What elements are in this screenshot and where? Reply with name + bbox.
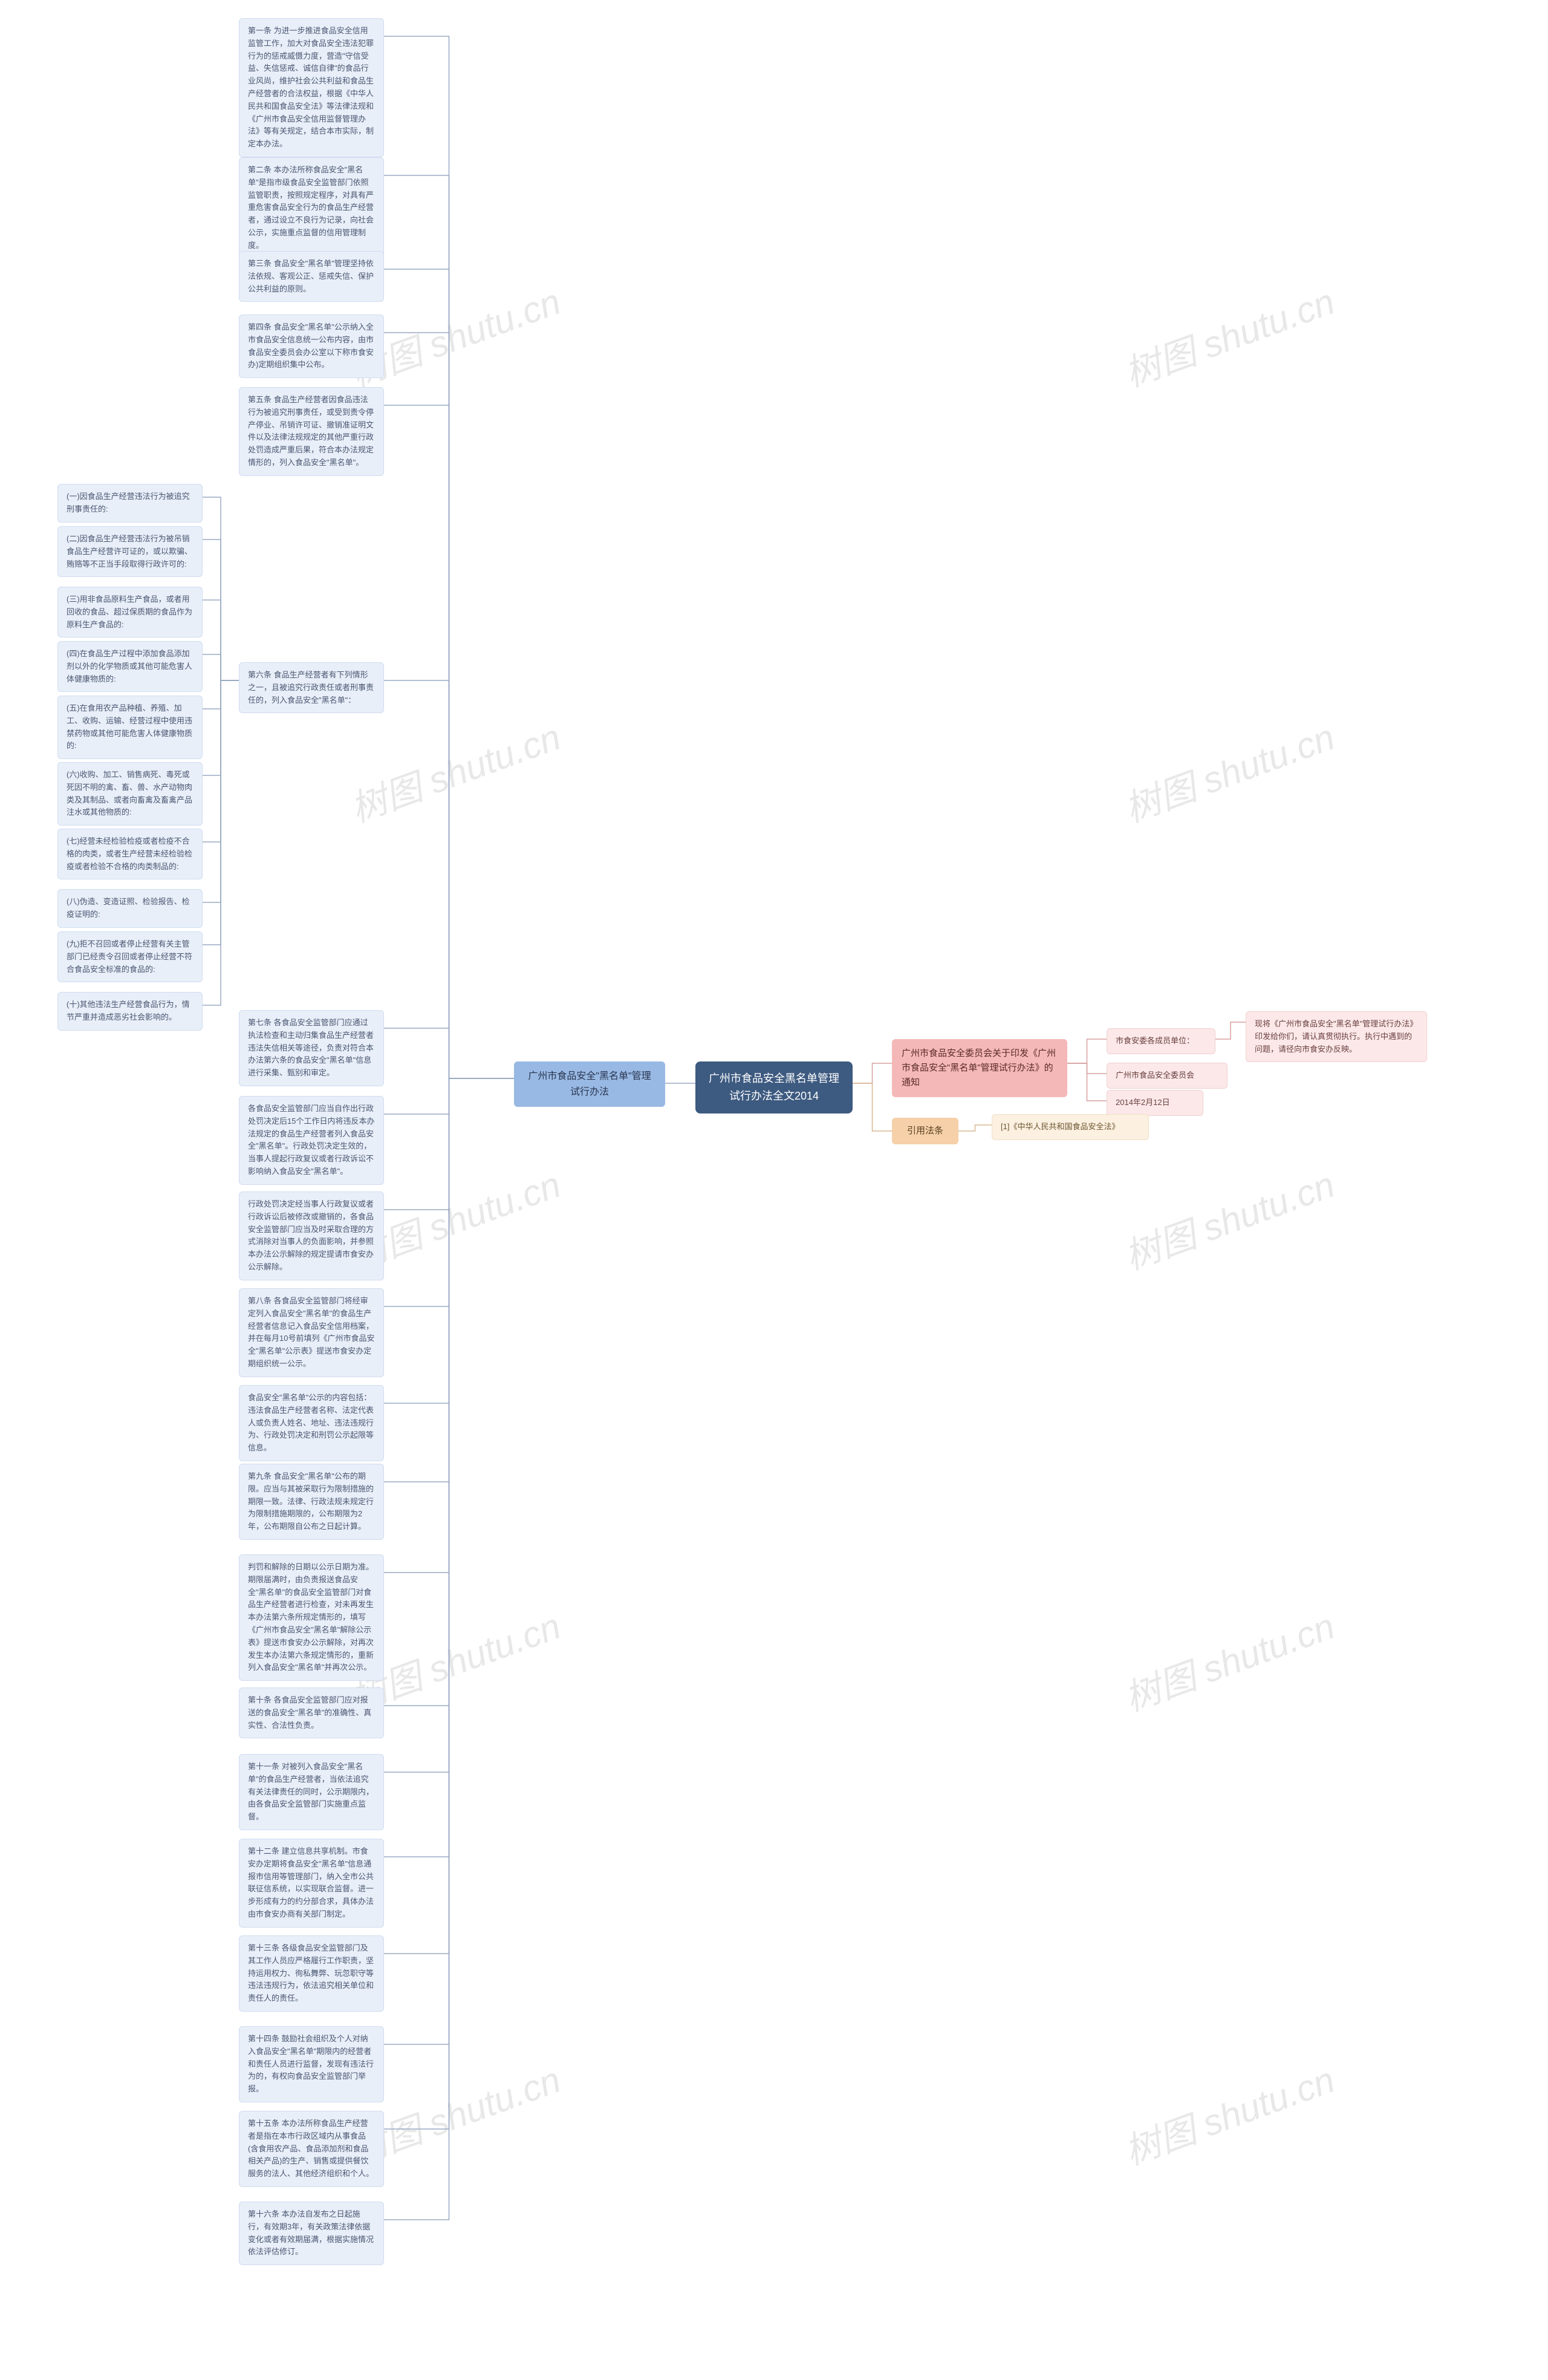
right-branch-reference: 引用法条 [892,1118,958,1144]
article-subitem-leaf: (三)用非食品原料生产食品，或者用回收的食品、超过保质期的食品作为原料生产食品的… [57,587,203,637]
article-subitem-leaf: (五)在食用农产品种植、养殖、加工、收购、运输、经营过程中使用违禁药物或其他可能… [57,696,203,759]
article-leaf: 行政处罚决定经当事人行政复议或者行政诉讼后被修改或撤销的，各食品安全监管部门应当… [239,1192,384,1280]
article-subitem-leaf: (六)收购、加工、销售病死、毒死或死因不明的禽、畜、兽、水产动物肉类及其制品、或… [57,762,203,826]
left-branch-title: 广州市食品安全"黑名单"管理试行办法 [514,1061,665,1107]
article-leaf: 第五条 食品生产经营者因食品违法行为被追究刑事责任，或受到责令停产停业、吊销许可… [239,387,384,476]
right-branch-notice: 广州市食品安全委员会关于印发《广州市食品安全"黑名单"管理试行办法》的通知 [892,1039,1067,1097]
article-leaf: 第十二条 建立信息共享机制。市食安办定期将食品安全"黑名单"信息通报市信用等管理… [239,1839,384,1928]
watermark: 树图 shutu.cn [1116,2050,1341,2175]
watermark: 树图 shutu.cn [1116,708,1341,832]
article-subitem-leaf: (七)经营未经检验检疫或者检疫不合格的肉类，或者生产经营未经检验检疫或者检验不合… [57,829,203,879]
article-leaf: 第七条 各食品安全监管部门应通过执法检查和主动归集食品生产经营者违法失信相关等途… [239,1010,384,1086]
reference-leaf: [1]《中华人民共和国食品安全法》 [992,1114,1149,1140]
notice-leaf: 现将《广州市食品安全"黑名单"管理试行办法》印发给你们，请认真贯彻执行。执行中遇… [1246,1011,1427,1062]
center-node: 广州市食品安全黑名单管理试行办法全文2014 [695,1061,853,1113]
article-leaf: 第三条 食品安全"黑名单"管理坚持依法依规、客观公正、惩戒失信、保护公共利益的原… [239,251,384,302]
watermark: 树图 shutu.cn [342,708,567,832]
article-subitem-leaf: (十)其他违法生产经营食品行为，情节严重并造成恶劣社会影响的。 [57,992,203,1031]
article-leaf: 第六条 食品生产经营者有下列情形之一，且被追究行政责任或者刑事责任的，列入食品安… [239,662,384,713]
article-subitem-leaf: (二)因食品生产经营违法行为被吊销食品生产经营许可证的，或以欺骗、贿赂等不正当手… [57,526,203,577]
notice-leaf: 市食安委各成员单位： [1107,1028,1215,1054]
article-subitem-leaf: (一)因食品生产经营违法行为被追究刑事责任的: [57,484,203,523]
notice-leaf: 广州市食品安全委员会 [1107,1063,1228,1089]
article-leaf: 第二条 本办法所称食品安全"黑名单"是指市级食品安全监管部门依照监管职责，按照规… [239,157,384,259]
article-leaf: 第一条 为进一步推进食品安全信用监管工作，加大对食品安全违法犯罪行为的惩戒威慑力… [239,18,384,157]
article-leaf: 第十一条 对被列入食品安全"黑名单"的食品生产经营者，当依法追究有关法律责任的同… [239,1754,384,1830]
article-leaf: 第八条 各食品安全监管部门将经审定列入食品安全"黑名单"的食品生产经营者信息记入… [239,1288,384,1377]
notice-leaf: 2014年2月12日 [1107,1090,1203,1116]
article-leaf: 第十条 各食品安全监管部门应对报送的食品安全"黑名单"的准确性、真实性、合法性负… [239,1687,384,1738]
watermark: 树图 shutu.cn [1116,1155,1341,1280]
article-leaf: 第十五条 本办法所称食品生产经营者是指在本市行政区域内从事食品(含食用农产品、食… [239,2111,384,2187]
article-leaf: 第十六条 本办法自发布之日起施行，有效期3年，有关政策法律依据变化或者有效期届满… [239,2202,384,2265]
connector-layer [0,0,1548,2380]
article-leaf: 判罚和解除的日期以公示日期为准。期限届满时，由负责报送食品安全"黑名单"的食品安… [239,1554,384,1681]
article-leaf: 第四条 食品安全"黑名单"公示纳入全市食品安全信息统一公布内容，由市食品安全委员… [239,315,384,378]
article-leaf: 第十三条 各级食品安全监管部门及其工作人员应严格履行工作职责，坚持运用权力、徇私… [239,1935,384,2012]
watermark: 树图 shutu.cn [1116,272,1341,397]
article-subitem-leaf: (八)伪造、变造证照、检验报告、检疫证明的: [57,889,203,928]
article-subitem-leaf: (四)在食品生产过程中添加食品添加剂以外的化学物质或其他可能危害人体健康物质的: [57,641,203,692]
article-leaf: 各食品安全监管部门应当自作出行政处罚决定后15个工作日内将违反本办法规定的食品生… [239,1096,384,1185]
article-leaf: 第九条 食品安全"黑名单"公布的期限。应当与其被采取行为限制措施的期限一致。法律… [239,1464,384,1540]
article-leaf: 食品安全"黑名单"公示的内容包括：违法食品生产经营者名称、法定代表人或负责人姓名… [239,1385,384,1461]
article-subitem-leaf: (九)拒不召回或者停止经营有关主管部门已经责令召回或者停止经营不符合食品安全标准… [57,931,203,982]
article-leaf: 第十四条 鼓励社会组织及个人对纳入食品安全"黑名单"期限内的经营者和责任人员进行… [239,2026,384,2102]
watermark: 树图 shutu.cn [1116,1597,1341,1721]
